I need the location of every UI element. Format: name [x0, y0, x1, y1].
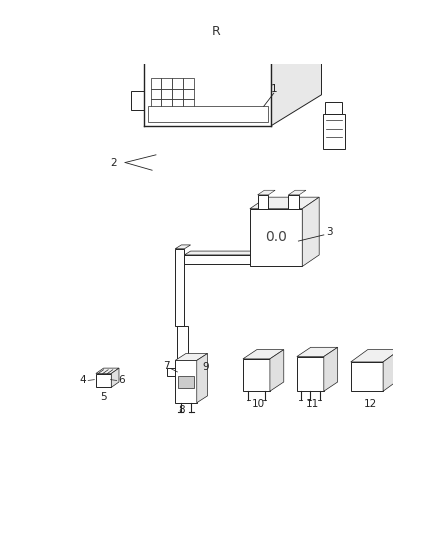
Polygon shape: [288, 195, 299, 209]
Text: 10: 10: [252, 399, 265, 409]
Polygon shape: [258, 190, 275, 195]
Polygon shape: [175, 249, 184, 326]
Polygon shape: [302, 197, 319, 266]
Text: 6: 6: [118, 375, 124, 385]
Polygon shape: [351, 350, 400, 362]
Polygon shape: [177, 326, 187, 368]
Polygon shape: [172, 78, 183, 88]
Polygon shape: [297, 357, 324, 391]
Polygon shape: [396, 377, 405, 385]
Text: 11: 11: [306, 399, 319, 409]
Polygon shape: [161, 88, 172, 99]
Text: 9: 9: [203, 362, 209, 373]
Polygon shape: [96, 374, 111, 387]
Text: 5: 5: [100, 392, 107, 401]
Polygon shape: [167, 368, 195, 376]
Polygon shape: [175, 353, 208, 360]
Text: 4: 4: [79, 375, 86, 385]
Text: R: R: [212, 25, 220, 38]
Text: 8: 8: [178, 406, 185, 415]
Polygon shape: [172, 99, 183, 110]
Polygon shape: [288, 190, 306, 195]
Polygon shape: [183, 99, 194, 110]
Polygon shape: [175, 360, 197, 403]
Polygon shape: [323, 114, 345, 149]
Polygon shape: [151, 99, 161, 110]
Polygon shape: [297, 348, 338, 357]
Polygon shape: [177, 376, 194, 388]
Polygon shape: [111, 368, 119, 387]
Polygon shape: [161, 99, 172, 110]
Polygon shape: [383, 350, 400, 391]
Polygon shape: [183, 78, 194, 88]
Polygon shape: [151, 78, 161, 88]
Polygon shape: [324, 348, 338, 391]
Polygon shape: [243, 350, 284, 359]
Polygon shape: [172, 88, 183, 99]
Polygon shape: [258, 195, 268, 209]
Text: 1: 1: [270, 84, 277, 94]
Text: 2: 2: [110, 158, 117, 167]
Polygon shape: [272, 6, 321, 126]
Polygon shape: [325, 102, 342, 114]
Polygon shape: [351, 362, 383, 391]
Polygon shape: [161, 78, 172, 88]
Polygon shape: [243, 359, 270, 391]
Polygon shape: [152, 10, 314, 41]
Polygon shape: [145, 6, 321, 37]
Text: 3: 3: [326, 227, 332, 237]
Polygon shape: [131, 91, 145, 110]
Polygon shape: [96, 368, 119, 374]
Polygon shape: [151, 88, 161, 99]
Polygon shape: [184, 255, 254, 264]
Text: 7: 7: [162, 361, 169, 371]
Polygon shape: [145, 37, 272, 126]
Text: 0.0: 0.0: [265, 230, 287, 244]
Text: 12: 12: [364, 399, 377, 409]
Polygon shape: [184, 251, 260, 255]
Polygon shape: [175, 245, 191, 249]
Polygon shape: [183, 88, 194, 99]
Polygon shape: [250, 209, 302, 266]
Polygon shape: [250, 197, 319, 209]
Polygon shape: [148, 106, 268, 122]
Polygon shape: [197, 353, 208, 403]
Polygon shape: [270, 350, 284, 391]
